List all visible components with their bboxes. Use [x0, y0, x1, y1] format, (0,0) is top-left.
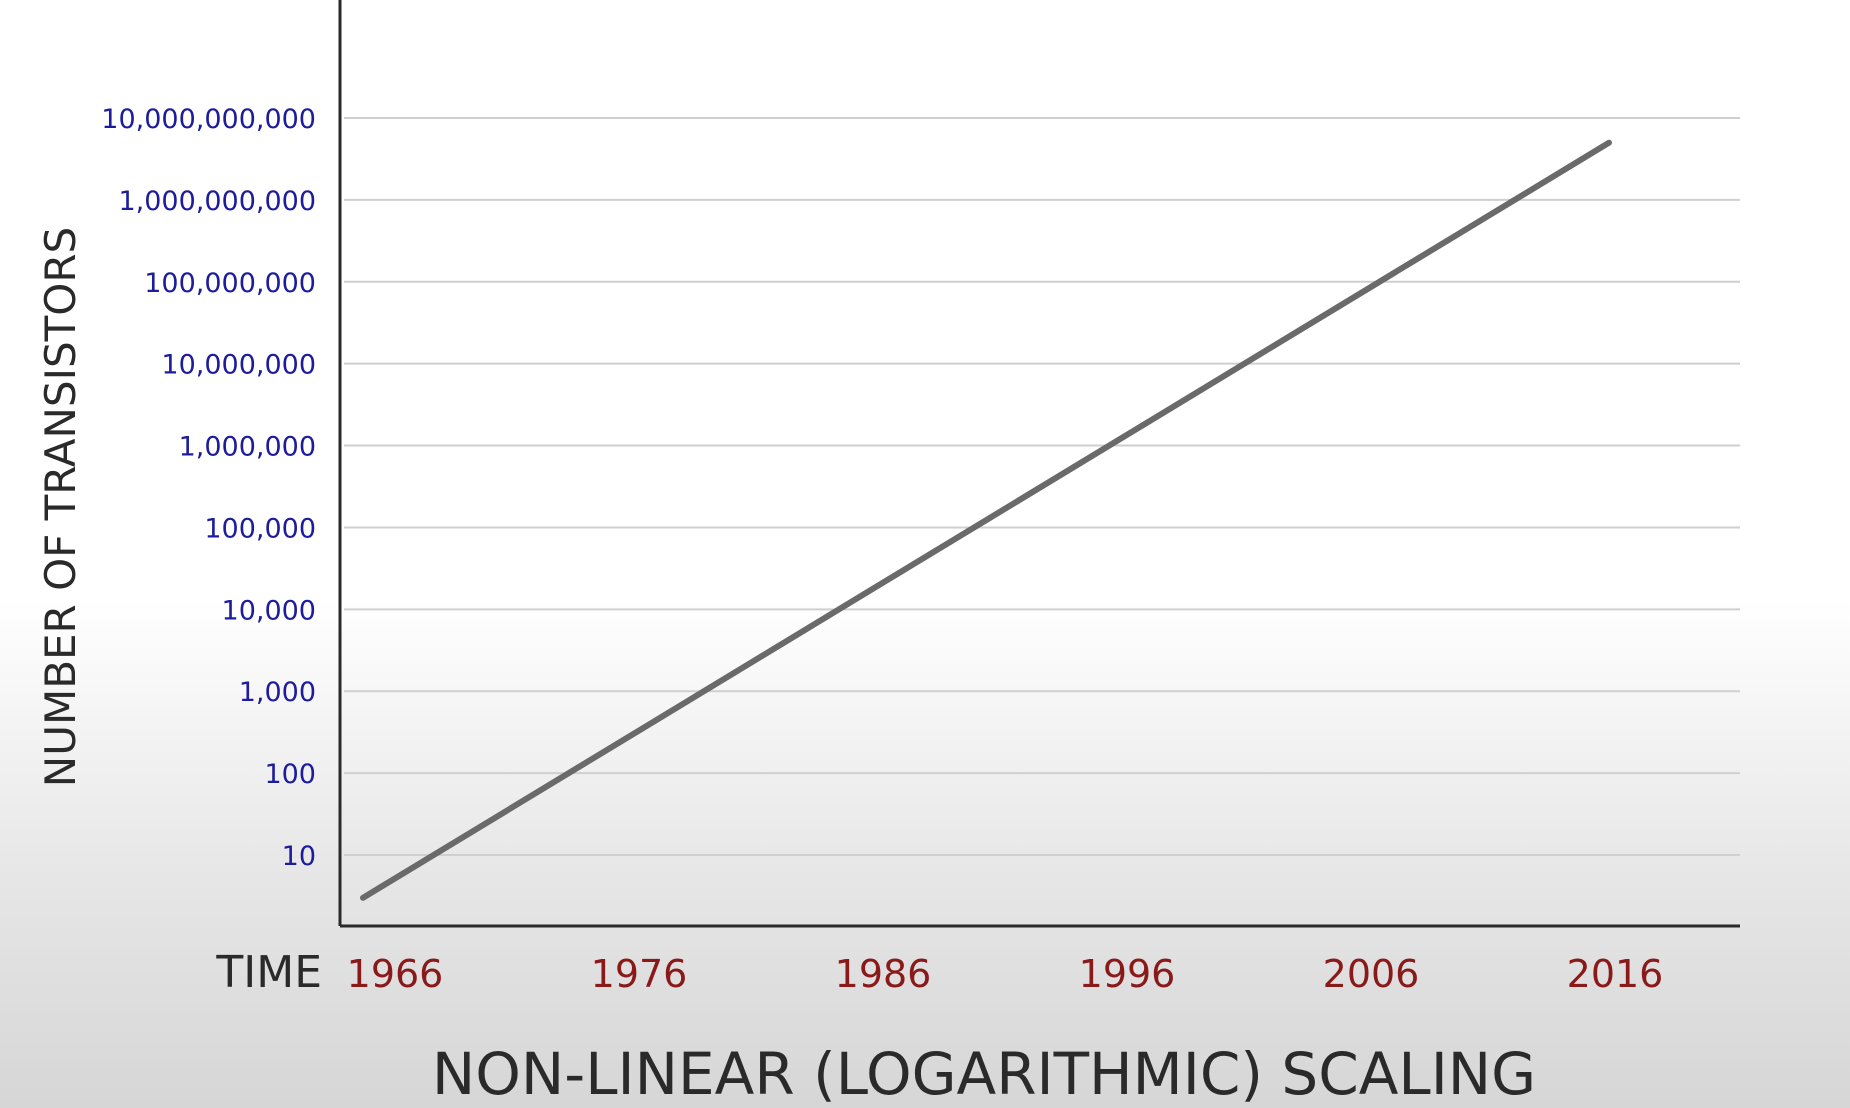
- y-tick-label: 1,000,000,000: [118, 186, 316, 217]
- y-tick-label: 10,000,000,000: [101, 104, 316, 135]
- y-tick-label: 1,000,000: [179, 432, 316, 463]
- x-tick-label: 1966: [347, 952, 444, 996]
- grid-lines: [344, 117, 1740, 856]
- series-layer: [360, 139, 1612, 901]
- chart-title: NON-LINEAR (LOGARITHMIC) SCALING: [432, 1040, 1536, 1108]
- x-tick-label: 1986: [835, 952, 932, 996]
- y-tick-label: 100: [264, 759, 316, 790]
- x-tick-label: 1976: [591, 952, 688, 996]
- axes: [338, 0, 1740, 928]
- y-tick-label: 10,000,000: [161, 350, 316, 381]
- x-tick-label: 1996: [1079, 952, 1176, 996]
- y-axis-title: NUMBER OF TRANSISTORS: [36, 227, 85, 787]
- y-tick-label: 100,000: [204, 513, 316, 544]
- y-tick-label: 10,000: [222, 595, 316, 626]
- x-axis-title: TIME: [215, 947, 322, 998]
- x-tick-label: 2016: [1567, 952, 1664, 996]
- series-line: [360, 139, 1612, 901]
- x-tick-label: 2006: [1323, 952, 1420, 996]
- x-tick-labels: 1966 1976 1986 1996 2006 2016: [347, 952, 1664, 996]
- y-tick-label: 100,000,000: [144, 268, 316, 299]
- y-tick-label: 10: [282, 841, 316, 872]
- y-tick-labels: 10 100 1,000 10,000 100,000 1,000,000 10,000,0…: [101, 104, 316, 872]
- y-tick-label: 1,000: [239, 677, 316, 708]
